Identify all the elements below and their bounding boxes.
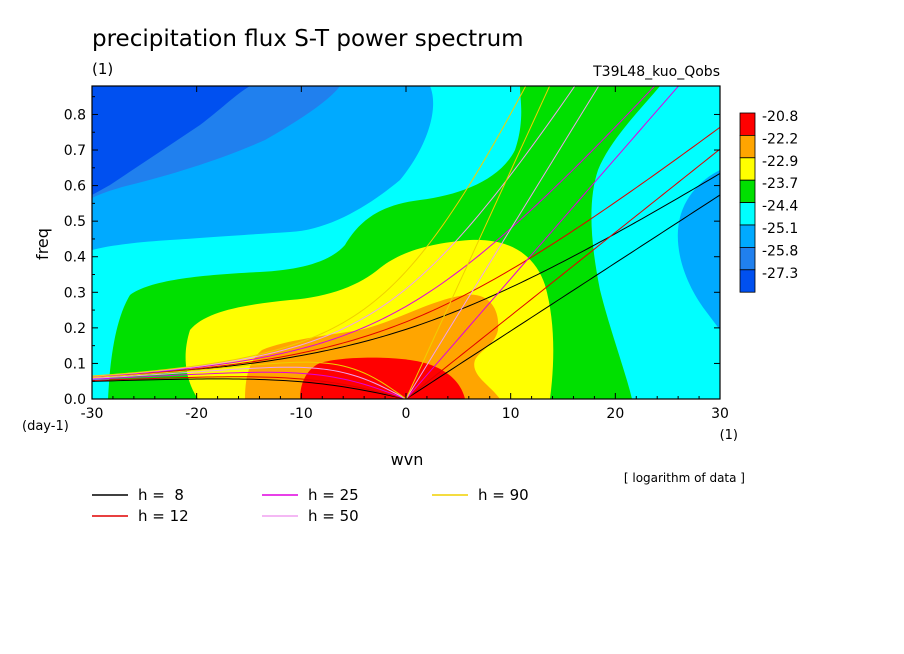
- x-tick-label: 0: [402, 406, 411, 422]
- colorbar-swatch: [739, 157, 756, 181]
- legend-label: h = 50: [308, 507, 359, 525]
- colorbar-swatch: [739, 112, 756, 136]
- rossby-curve: [92, 361, 407, 399]
- x-tick-label: -10: [290, 406, 313, 422]
- colorbar-label: -25.8: [762, 243, 798, 259]
- y-tick-label: 0.2: [64, 321, 86, 337]
- colorbar-swatch: [739, 246, 756, 271]
- x-axis-title: wvn: [391, 450, 424, 469]
- colorbar-swatch: [739, 179, 756, 203]
- rossby-curve: [92, 371, 407, 399]
- data-note: [ logarithm of data ]: [624, 471, 745, 485]
- y-tick-label: 0.4: [64, 250, 86, 266]
- mrg-curve: [92, 86, 656, 378]
- y-unit-label: (day-1): [22, 419, 69, 434]
- y-axis: 0.0 0.1 0.2 0.3 0.4 0.5 0.6 0.7 0.8: [64, 96, 720, 408]
- mrg-curve: [92, 86, 576, 377]
- contour-field: [92, 86, 720, 399]
- colorbar-swatch: [739, 134, 756, 159]
- colorbar-label: -22.9: [762, 154, 798, 170]
- x-tick-label: 10: [502, 406, 520, 422]
- y-axis-title: freq: [33, 228, 52, 260]
- colorbar-label: -22.2: [762, 131, 798, 147]
- rossby-curve: [92, 366, 407, 399]
- x-tick-label: -30: [81, 406, 104, 422]
- y-tick-label: 0.6: [64, 179, 86, 195]
- legend-label: h = 90: [478, 486, 529, 504]
- colorbar-swatch: [739, 269, 756, 293]
- legend-label: h = 25: [308, 486, 359, 504]
- legend: h = 8 h = 12 h = 25 h = 50 h = 90: [92, 486, 529, 525]
- kelvin-curve: [405, 148, 720, 399]
- x-tick-label: 20: [606, 406, 624, 422]
- colorbar-label: -20.8: [762, 109, 798, 125]
- dispersion-curves: [92, 86, 720, 399]
- rossby-curve: [92, 378, 407, 399]
- legend-label: h = 12: [138, 507, 189, 525]
- contour-level-25-1-right: [677, 170, 720, 330]
- colorbar-label: -25.1: [762, 221, 798, 237]
- mrg-curve: [92, 86, 527, 377]
- chart-subtitle-unit: (1): [92, 60, 113, 78]
- colorbar: -20.8 -22.2 -22.9 -23.7 -24.4 -25.1 -25.8 -27.3: [739, 109, 798, 293]
- y-tick-label: 0.8: [64, 107, 86, 123]
- x-tick-label: -20: [185, 406, 208, 422]
- y-tick-label: 0.1: [64, 356, 86, 372]
- kelvin-curve: [405, 86, 680, 399]
- kelvin-curve: [405, 194, 720, 399]
- x-tick-label: 30: [711, 406, 729, 422]
- contour-level-20-8: [300, 357, 465, 399]
- chart-subtitle-run: T39L48_kuo_Qobs: [592, 64, 720, 80]
- colorbar-label: -24.4: [762, 199, 798, 215]
- chart-title: precipitation flux S-T power spectrum: [92, 26, 524, 52]
- mrg-curve: [92, 126, 720, 378]
- y-tick-label: 0.0: [64, 392, 86, 408]
- contour-level-27-3: [92, 86, 250, 195]
- x-axis: -30 -20 -10 0 10 20 30: [81, 86, 729, 422]
- kelvin-curve: [405, 86, 551, 399]
- colorbar-label: -27.3: [762, 266, 798, 282]
- rossby-curve: [92, 376, 407, 399]
- kelvin-curve: [405, 86, 600, 399]
- x-unit-label: (1): [720, 428, 738, 443]
- y-tick-label: 0.7: [64, 143, 86, 159]
- legend-label: h = 8: [138, 486, 184, 504]
- y-tick-label: 0.5: [64, 214, 86, 230]
- colorbar-swatch: [739, 202, 756, 226]
- y-tick-label: 0.3: [64, 285, 86, 301]
- colorbar-label: -23.7: [762, 176, 798, 192]
- colorbar-swatch: [739, 224, 756, 248]
